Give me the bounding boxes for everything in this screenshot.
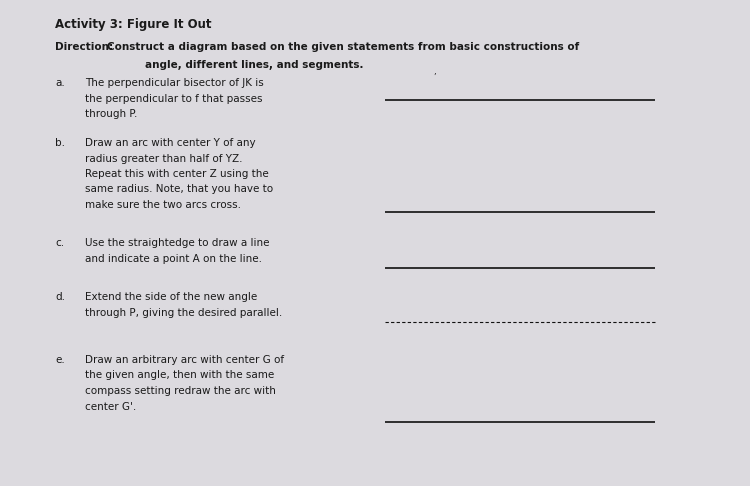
Text: Use the straightedge to draw a line: Use the straightedge to draw a line xyxy=(85,238,269,248)
Text: ’: ’ xyxy=(433,73,436,82)
Text: the given angle, then with the same: the given angle, then with the same xyxy=(85,370,274,381)
Text: c.: c. xyxy=(55,238,64,248)
Text: The perpendicular bisector of JK is: The perpendicular bisector of JK is xyxy=(85,78,264,88)
Text: Activity 3: Figure It Out: Activity 3: Figure It Out xyxy=(55,18,211,31)
Text: compass setting redraw the arc with: compass setting redraw the arc with xyxy=(85,386,276,396)
Text: and indicate a point A on the line.: and indicate a point A on the line. xyxy=(85,254,262,263)
Text: angle, different lines, and segments.: angle, different lines, and segments. xyxy=(145,60,364,70)
Text: Extend the side of the new angle: Extend the side of the new angle xyxy=(85,292,257,302)
Text: Construct a diagram based on the given statements from basic constructions of: Construct a diagram based on the given s… xyxy=(106,42,579,52)
Text: d.: d. xyxy=(55,292,65,302)
Text: Repeat this with center Z using the: Repeat this with center Z using the xyxy=(85,169,268,179)
Text: same radius. Note, that you have to: same radius. Note, that you have to xyxy=(85,185,273,194)
Text: through P.: through P. xyxy=(85,109,137,119)
Text: radius greater than half of YZ.: radius greater than half of YZ. xyxy=(85,154,242,163)
Text: b.: b. xyxy=(55,138,65,148)
Text: make sure the two arcs cross.: make sure the two arcs cross. xyxy=(85,200,241,210)
Text: Direction:: Direction: xyxy=(55,42,117,52)
Text: the perpendicular to f that passes: the perpendicular to f that passes xyxy=(85,93,262,104)
Text: Draw an arc with center Y of any: Draw an arc with center Y of any xyxy=(85,138,256,148)
Text: center G'.: center G'. xyxy=(85,401,136,412)
Text: Draw an arbitrary arc with center G of: Draw an arbitrary arc with center G of xyxy=(85,355,284,365)
Text: e.: e. xyxy=(55,355,64,365)
Text: through P, giving the desired parallel.: through P, giving the desired parallel. xyxy=(85,308,282,317)
Text: a.: a. xyxy=(55,78,64,88)
